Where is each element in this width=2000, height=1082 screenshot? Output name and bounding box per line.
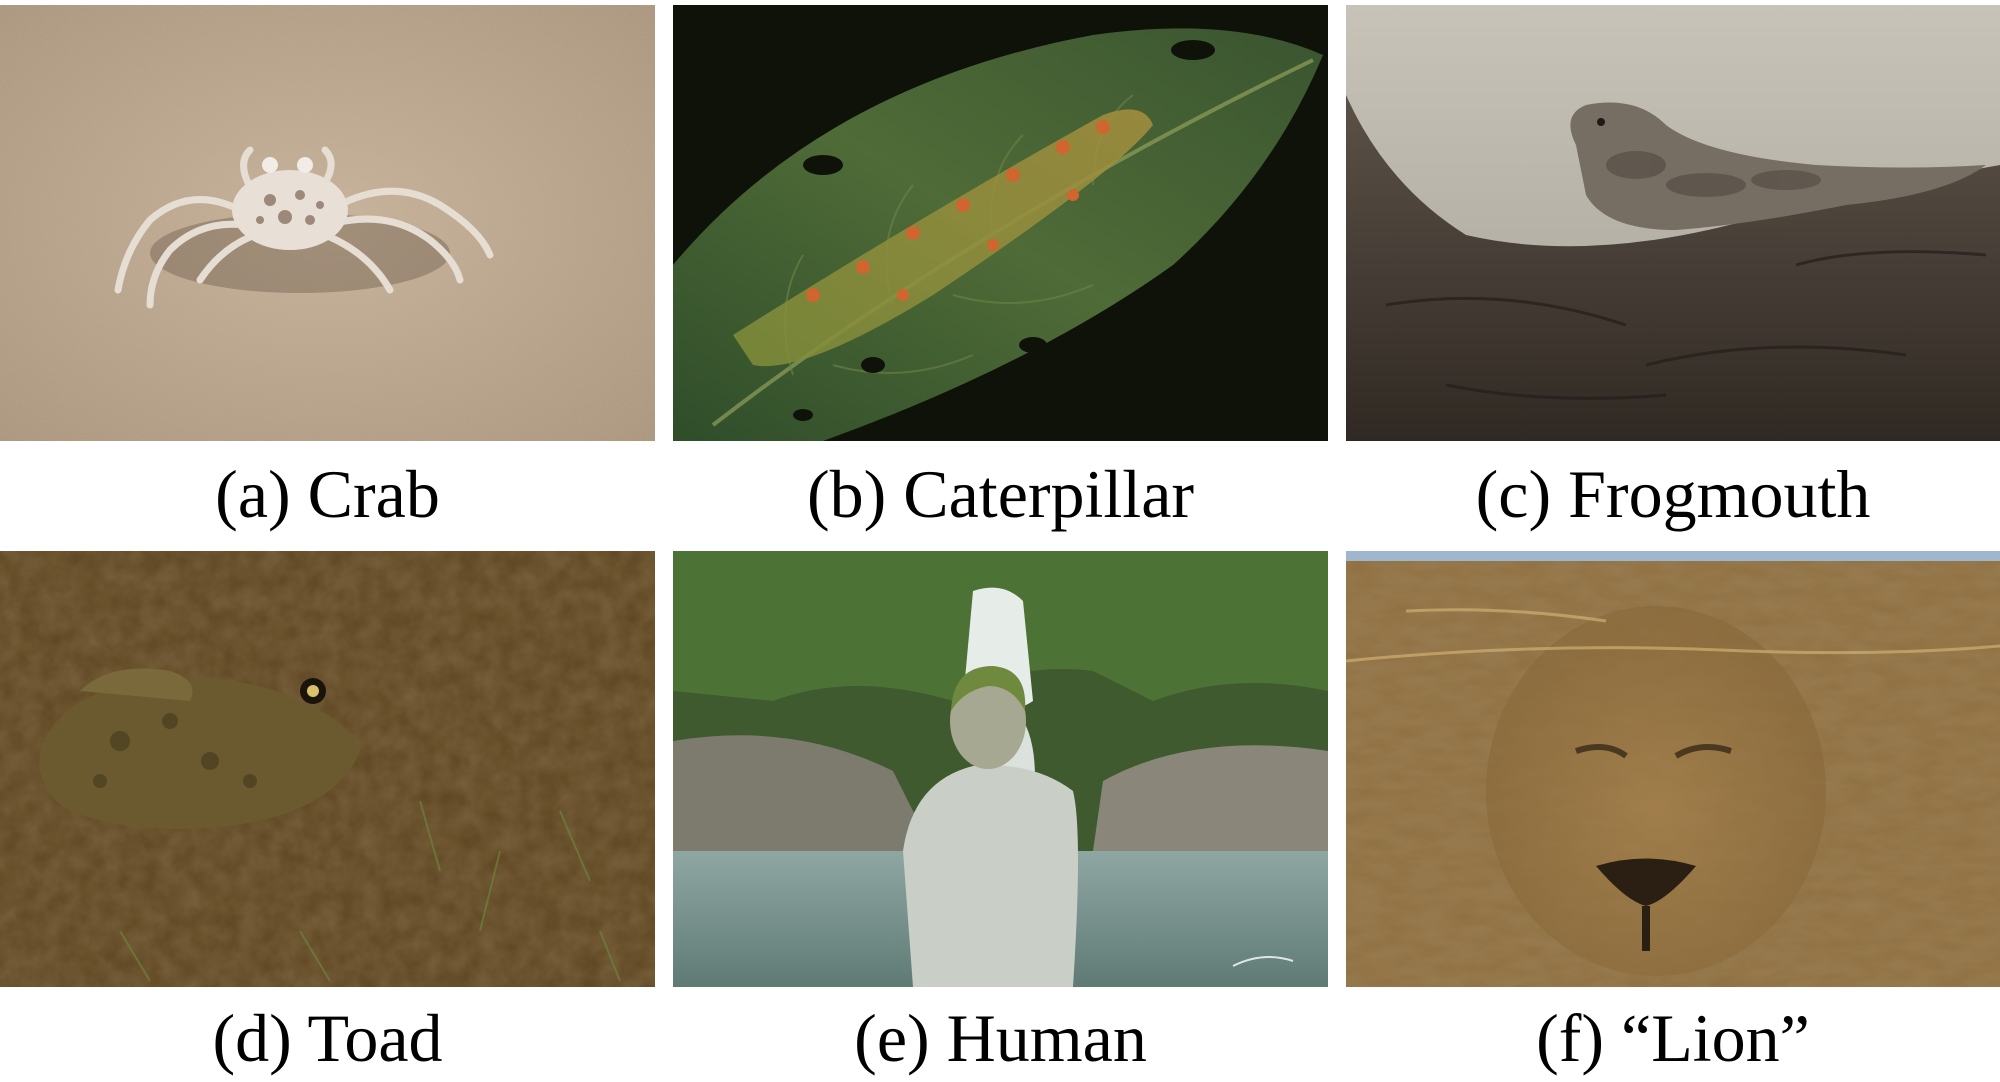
caption-frogmouth: (c) Frogmouth (1475, 456, 1871, 532)
caption-toad: (d) Toad (212, 1000, 443, 1076)
caption-human: (e) Human (854, 1000, 1147, 1076)
toad-photo (0, 551, 655, 987)
caterpillar-photo (673, 5, 1328, 441)
human-photo (673, 551, 1328, 987)
caption-caterpillar: (b) Caterpillar (806, 456, 1195, 532)
caption-crab: (a) Crab (215, 456, 440, 532)
crab-photo (0, 5, 655, 441)
lion-rock-photo (1346, 551, 2000, 987)
frogmouth-photo (1346, 5, 2000, 441)
caption-lion: (f) “Lion” (1536, 1000, 1810, 1076)
